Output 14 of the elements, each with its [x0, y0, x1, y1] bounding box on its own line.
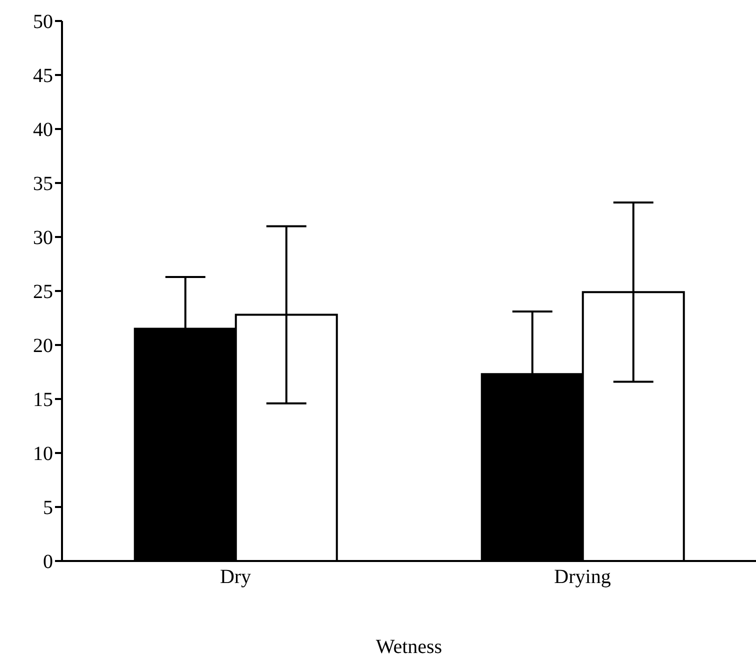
x-axis-title: Wetness: [376, 636, 442, 658]
y-tick-label: 30: [33, 227, 53, 250]
y-tick-label: 50: [33, 11, 53, 34]
y-tick-label: 25: [33, 281, 53, 304]
y-tick-label: 15: [33, 389, 53, 412]
y-tick-label: 45: [33, 65, 53, 88]
y-tick-label: 35: [33, 173, 53, 196]
y-tick-label: 40: [33, 119, 53, 142]
x-tick-label: Dry: [220, 566, 252, 588]
y-tick-label: 20: [33, 335, 53, 358]
x-tick-label: Drying: [554, 566, 611, 588]
y-tick-label: 10: [33, 443, 53, 466]
y-tick-label: 5: [43, 497, 53, 520]
y-tick-label: 0: [43, 551, 53, 574]
